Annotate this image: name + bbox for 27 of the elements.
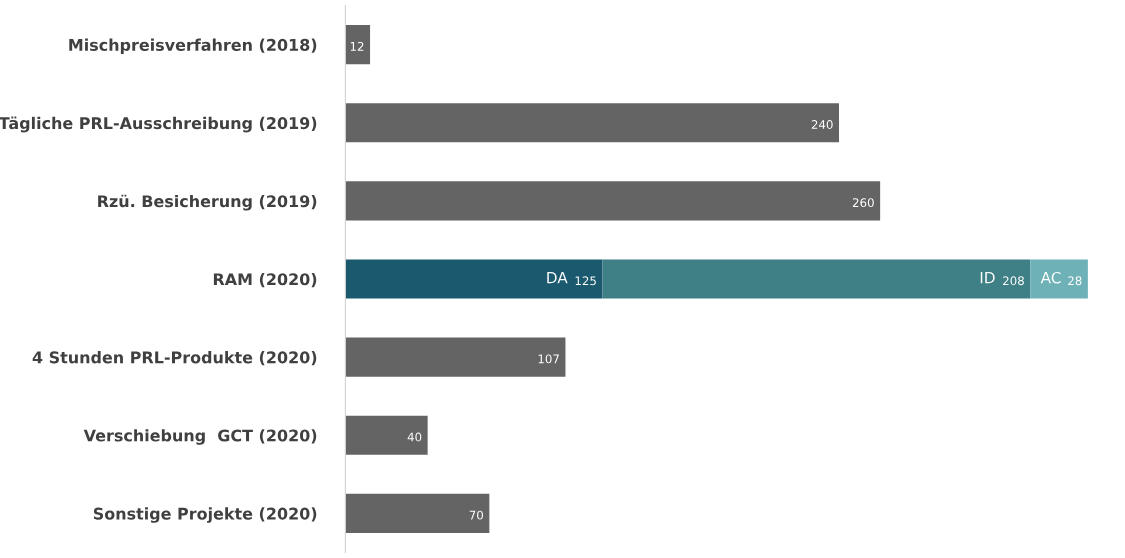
data-label: 260 (852, 198, 874, 208)
data-label: 12 (350, 41, 364, 51)
series-label: DA (547, 272, 568, 284)
data-label: 40 (407, 432, 422, 442)
y-tick-label: Rzü. Besicherung (2019) (98, 194, 317, 211)
bar (345, 415, 428, 455)
data-label: 240 (811, 120, 833, 129)
y-tick-label: 4 Stunden PRL-Produkte (2020) (32, 351, 317, 366)
bar (345, 103, 839, 143)
data-label: 107 (538, 354, 559, 364)
data-label: 125 (575, 276, 596, 286)
bar (1030, 259, 1088, 299)
bar (345, 25, 371, 65)
y-tick-label: RAM (2020) (213, 272, 317, 288)
data-label: 70 (469, 510, 484, 520)
bar (345, 337, 566, 377)
y-tick-label: Verschiebung GCT (2020) (83, 429, 317, 445)
y-tick-label: Mischpreisverfahren (2018) (69, 38, 317, 55)
data-label: 28 (1068, 276, 1082, 286)
series-label: AC (1040, 271, 1061, 284)
series-label: ID (980, 272, 995, 284)
bar (602, 259, 1031, 299)
bar (345, 259, 603, 299)
y-tick-label: Sonstige Projekte (2020) (93, 507, 317, 523)
bar (345, 181, 881, 221)
data-label: 208 (1003, 276, 1024, 286)
bar (345, 493, 490, 533)
